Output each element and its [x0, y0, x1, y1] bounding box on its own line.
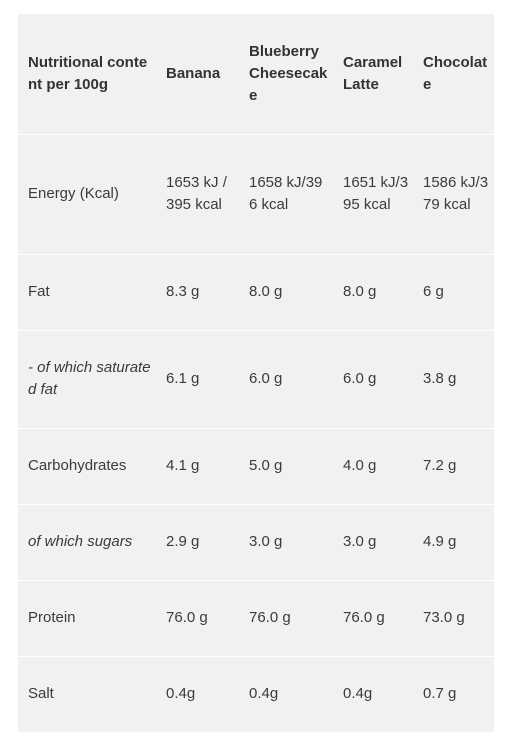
cell-banana: 8.3 g — [156, 254, 239, 331]
header-chocolate: Chocolate — [413, 14, 494, 135]
row-label: Energy (Kcal) — [18, 134, 156, 255]
cell-blueberry-cheesecake: 0.4g — [239, 656, 333, 733]
cell-chocolate: 1586 kJ/379 kcal — [413, 134, 494, 255]
cell-blueberry-cheesecake: 76.0 g — [239, 580, 333, 657]
cell-chocolate: 3.8 g — [413, 330, 494, 429]
table-row: Fat 8.3 g 8.0 g 8.0 g 6 g — [18, 254, 494, 331]
cell-chocolate: 73.0 g — [413, 580, 494, 657]
table-row: of which sugars 2.9 g 3.0 g 3.0 g 4.9 g — [18, 504, 494, 581]
table-row: Salt 0.4g 0.4g 0.4g 0.7 g — [18, 656, 494, 733]
cell-banana: 4.1 g — [156, 428, 239, 505]
cell-chocolate: 6 g — [413, 254, 494, 331]
header-nutritional-content: Nutritional content per 100g — [18, 14, 156, 135]
cell-blueberry-cheesecake: 3.0 g — [239, 504, 333, 581]
row-label: - of which saturated fat — [18, 330, 156, 429]
table-row: Carbohydrates 4.1 g 5.0 g 4.0 g 7.2 g — [18, 428, 494, 505]
row-label: Protein — [18, 580, 156, 657]
header-row: Nutritional content per 100g Banana Blue… — [18, 14, 494, 135]
row-label: Carbohydrates — [18, 428, 156, 505]
cell-blueberry-cheesecake: 1658 kJ/396 kcal — [239, 134, 333, 255]
cell-caramel-latte: 4.0 g — [333, 428, 413, 505]
table-row: Protein 76.0 g 76.0 g 76.0 g 73.0 g — [18, 580, 494, 657]
table-row: - of which saturated fat 6.1 g 6.0 g 6.0… — [18, 330, 494, 429]
cell-banana: 2.9 g — [156, 504, 239, 581]
row-label: Fat — [18, 254, 156, 331]
header-caramel-latte: Caramel Latte — [333, 14, 413, 135]
nutrition-table: Nutritional content per 100g Banana Blue… — [18, 14, 494, 733]
cell-chocolate: 7.2 g — [413, 428, 494, 505]
header-blueberry-cheesecake: Blueberry Cheesecake — [239, 14, 333, 135]
cell-caramel-latte: 76.0 g — [333, 580, 413, 657]
cell-caramel-latte: 8.0 g — [333, 254, 413, 331]
header-banana: Banana — [156, 14, 239, 135]
cell-caramel-latte: 3.0 g — [333, 504, 413, 581]
cell-banana: 0.4g — [156, 656, 239, 733]
cell-caramel-latte: 6.0 g — [333, 330, 413, 429]
cell-banana: 1653 kJ / 395 kcal — [156, 134, 239, 255]
cell-caramel-latte: 0.4g — [333, 656, 413, 733]
nutrition-table-container: Nutritional content per 100g Banana Blue… — [18, 14, 494, 733]
table-row: Energy (Kcal) 1653 kJ / 395 kcal 1658 kJ… — [18, 134, 494, 255]
cell-chocolate: 0.7 g — [413, 656, 494, 733]
cell-banana: 6.1 g — [156, 330, 239, 429]
cell-blueberry-cheesecake: 5.0 g — [239, 428, 333, 505]
cell-chocolate: 4.9 g — [413, 504, 494, 581]
cell-blueberry-cheesecake: 8.0 g — [239, 254, 333, 331]
row-label: Salt — [18, 656, 156, 733]
cell-banana: 76.0 g — [156, 580, 239, 657]
cell-blueberry-cheesecake: 6.0 g — [239, 330, 333, 429]
cell-caramel-latte: 1651 kJ/395 kcal — [333, 134, 413, 255]
row-label: of which sugars — [18, 504, 156, 581]
